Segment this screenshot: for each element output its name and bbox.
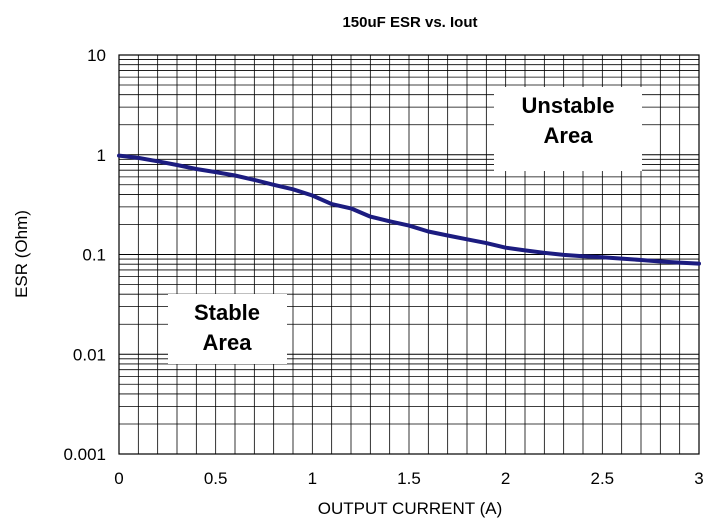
unstable-area-box <box>494 87 642 171</box>
series-group <box>117 153 701 266</box>
stable-area-label: Stable <box>194 300 260 325</box>
x-tick-label: 2.5 <box>591 469 615 488</box>
x-tick-label: 0 <box>114 469 123 488</box>
x-tick-label: 1 <box>308 469 317 488</box>
x-tick-label: 0.5 <box>204 469 228 488</box>
y-tick-label: 10 <box>87 46 106 65</box>
x-tick-label: 1.5 <box>397 469 421 488</box>
y-tick-label: 1 <box>97 146 106 165</box>
esr-series-line <box>117 153 701 266</box>
unstable-area-annotation: Unstable Area <box>494 87 642 171</box>
annotations: Unstable Area Stable Area <box>168 87 642 364</box>
chart-title: 150uF ESR vs. Iout <box>342 14 477 31</box>
x-axis-label: OUTPUT CURRENT (A) <box>318 499 503 518</box>
x-tick-labels: 0 0.5 1 1.5 2 2.5 3 <box>114 469 703 488</box>
y-tick-labels: 0.001 0.01 0.1 1 10 <box>63 46 106 464</box>
grid <box>119 55 699 454</box>
x-tick-label: 3 <box>694 469 703 488</box>
y-tick-label: 0.01 <box>73 345 106 364</box>
y-axis-label: ESR (Ohm) <box>12 210 31 298</box>
stable-area-box <box>168 294 287 364</box>
x-tick-label: 2 <box>501 469 510 488</box>
unstable-area-label: Unstable <box>522 93 615 118</box>
stable-area-label: Area <box>203 330 253 355</box>
y-tick-label: 0.001 <box>63 445 106 464</box>
y-tick-label: 0.1 <box>82 246 106 265</box>
unstable-area-label: Area <box>544 123 594 148</box>
stable-area-annotation: Stable Area <box>168 294 287 364</box>
plot-frame <box>118 54 700 455</box>
